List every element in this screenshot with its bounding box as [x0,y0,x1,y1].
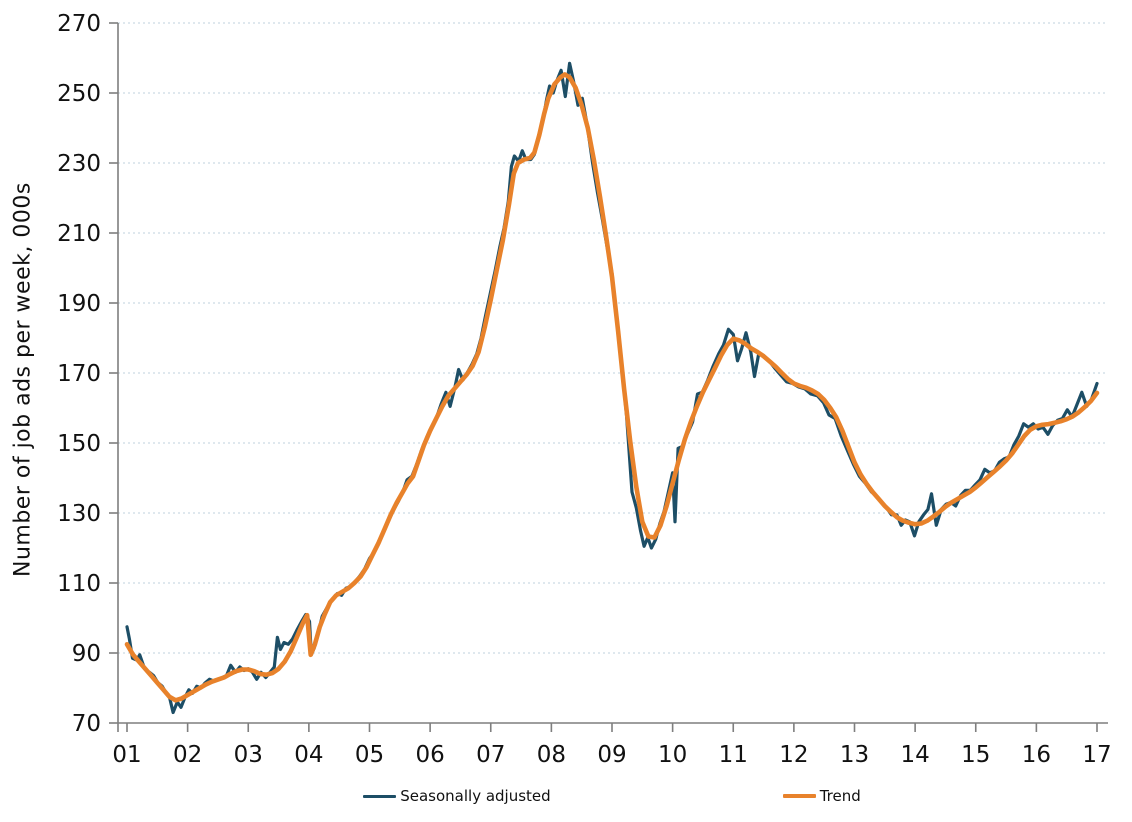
svg-text:05: 05 [355,742,384,768]
svg-text:210: 210 [57,221,101,247]
svg-text:06: 06 [415,742,444,768]
svg-text:16: 16 [1022,742,1051,768]
svg-text:70: 70 [72,711,101,737]
svg-text:230: 230 [57,151,101,177]
svg-text:270: 270 [57,11,101,37]
svg-text:110: 110 [57,571,101,597]
svg-text:90: 90 [72,641,101,667]
legend-label-seasonally-adjusted: Seasonally adjusted [400,787,551,805]
svg-text:190: 190 [57,291,101,317]
svg-text:15: 15 [961,742,990,768]
svg-text:09: 09 [597,742,626,768]
svg-text:11: 11 [719,742,748,768]
svg-text:150: 150 [57,431,101,457]
legend-item-seasonally-adjusted: Seasonally adjusted [363,787,551,805]
svg-text:03: 03 [234,742,263,768]
svg-text:170: 170 [57,361,101,387]
svg-text:13: 13 [840,742,869,768]
svg-text:01: 01 [112,742,141,768]
legend: Seasonally adjusted Trend [0,787,1132,805]
svg-text:04: 04 [294,742,323,768]
legend-item-trend: Trend [782,787,861,805]
svg-text:130: 130 [57,501,101,527]
seasonally-adjusted-line-swatch [363,794,397,798]
legend-label-trend: Trend [819,787,861,805]
svg-text:02: 02 [173,742,202,768]
svg-text:08: 08 [537,742,566,768]
trend-line-swatch [782,794,816,798]
svg-text:250: 250 [57,81,101,107]
svg-text:17: 17 [1082,742,1111,768]
svg-text:14: 14 [900,742,929,768]
svg-text:12: 12 [779,742,808,768]
svg-text:10: 10 [658,742,687,768]
svg-text:07: 07 [476,742,505,768]
